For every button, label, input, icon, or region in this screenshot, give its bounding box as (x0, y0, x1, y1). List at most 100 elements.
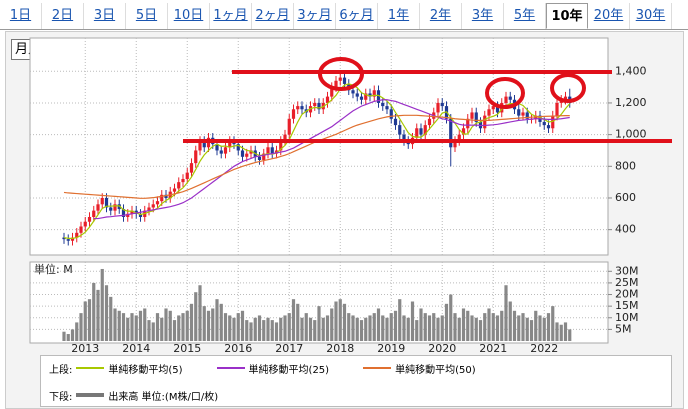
volume-bar (232, 317, 236, 341)
volume-bar (274, 322, 279, 341)
x-tick-label: 2018 (326, 342, 354, 355)
candle-body (245, 153, 249, 157)
legend-label: 単純移動平均(50) (395, 364, 476, 376)
period-tab[interactable]: 10日 (168, 3, 210, 29)
period-tab[interactable]: 1日 (0, 3, 42, 29)
candle-body (185, 172, 189, 179)
volume-bar (347, 313, 351, 341)
volume-bar (393, 310, 398, 341)
volume-bar (211, 308, 215, 341)
candle-body (283, 134, 287, 141)
candle-body (419, 128, 423, 135)
volume-bar (317, 306, 321, 341)
volume-bar (240, 310, 245, 341)
candle-body (487, 109, 491, 116)
volume-bar (164, 308, 168, 341)
period-tab[interactable]: 5年 (504, 3, 546, 29)
candle-body (470, 112, 474, 119)
candle-body (372, 90, 376, 97)
x-tick-label: 2016 (224, 342, 252, 355)
period-tab[interactable]: 3日 (84, 3, 126, 29)
candle-body (121, 209, 126, 217)
candle-body (525, 112, 529, 119)
volume-bar (449, 294, 453, 341)
volume-bar (478, 320, 483, 341)
y-tick-label: 1,200 (615, 96, 647, 109)
x-tick-label: 2020 (428, 342, 456, 355)
volume-bar (113, 308, 117, 341)
volume-bar (517, 315, 521, 341)
volume-bar (138, 310, 143, 341)
candle-body (517, 109, 521, 116)
volume-bar (487, 308, 491, 341)
volume-bar (410, 301, 415, 341)
x-tick-label: 2021 (479, 342, 507, 355)
period-tab[interactable]: 20年 (588, 3, 630, 29)
volume-bar (143, 308, 147, 341)
candle-body (521, 112, 525, 116)
period-tab[interactable]: 2ヶ月 (252, 3, 294, 29)
candle-body (313, 102, 317, 107)
candle-body (274, 150, 279, 154)
volume-bar (427, 315, 432, 341)
volume-bar (444, 303, 449, 341)
candle-body (215, 144, 219, 151)
volume-bar (308, 317, 313, 341)
period-tab[interactable]: 5日 (126, 3, 168, 29)
period-tab[interactable]: 1年 (378, 3, 420, 29)
candle-body (223, 147, 228, 154)
candle-body (262, 153, 266, 160)
y-tick-label: 25M (615, 276, 639, 289)
period-tab[interactable]: 10年 (546, 3, 588, 29)
legend-item: 単純移動平均(5) (72, 361, 183, 376)
candle-body (398, 125, 402, 135)
volume-bar (470, 315, 474, 341)
y-tick-label: 30M (615, 264, 639, 277)
volume-bar (466, 310, 470, 341)
candle-body (555, 102, 559, 116)
volume-bar (521, 313, 525, 341)
candle-body (177, 182, 181, 189)
candle-body (113, 204, 117, 211)
volume-bar (75, 322, 79, 341)
candle-body (70, 237, 75, 241)
period-tab[interactable]: 2日 (42, 3, 84, 29)
volume-bar (359, 320, 364, 341)
volume-bar (436, 317, 440, 341)
period-tab[interactable]: 3年 (462, 3, 504, 29)
volume-bar (109, 296, 113, 341)
period-tab[interactable]: 6ヶ月 (336, 3, 378, 29)
candle-body (189, 163, 194, 173)
candle-body (402, 134, 406, 141)
period-tab[interactable]: 1ヶ月 (210, 3, 252, 29)
volume-bar (266, 317, 270, 341)
candle-body (495, 106, 500, 113)
volume-bar (253, 317, 257, 341)
volume-bar (100, 268, 104, 341)
period-tab[interactable]: 2年 (420, 3, 462, 29)
volume-bar (198, 285, 202, 341)
candle-body (457, 134, 461, 141)
candle-body (436, 102, 440, 113)
period-tab[interactable]: 3ヶ月 (294, 3, 336, 29)
period-tab[interactable]: 30年 (630, 3, 672, 29)
candle-body (364, 93, 368, 100)
volume-bar (92, 282, 96, 341)
candle-body (385, 106, 389, 110)
candle-body (287, 118, 291, 135)
candle-body (508, 96, 512, 100)
legend-swatch (216, 367, 245, 369)
candle-body (449, 118, 453, 148)
volume-bar (389, 313, 393, 341)
x-tick-label: 2014 (122, 342, 150, 355)
candle-body (219, 150, 223, 154)
volume-bar (338, 299, 342, 341)
volume-bar (508, 301, 512, 341)
volume-bar (512, 310, 517, 341)
volume-bar (372, 313, 376, 341)
candle-body (270, 147, 274, 154)
volume-bar (415, 320, 419, 341)
y-tick-label: 800 (615, 159, 636, 172)
candle-body (342, 77, 347, 84)
